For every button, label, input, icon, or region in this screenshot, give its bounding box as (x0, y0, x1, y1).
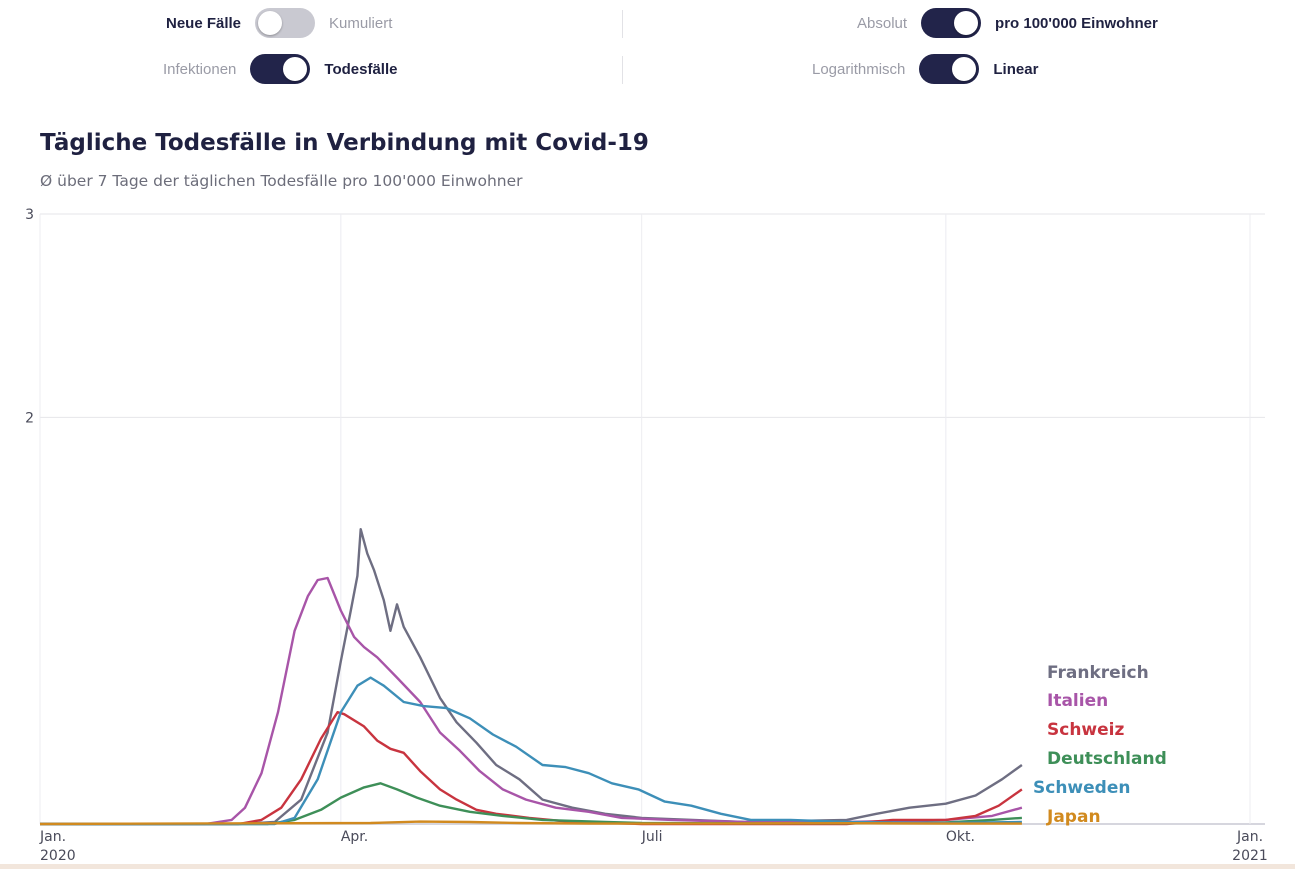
chart-subtitle: Ø über 7 Tage der täglichen Todesfälle p… (40, 172, 523, 190)
x-tick-label: Jan. (39, 829, 66, 845)
toggle-label-new-cases[interactable]: Neue Fälle (166, 14, 242, 32)
toggle-divider (622, 10, 623, 38)
toggle-label-absolute[interactable]: Absolut (857, 14, 908, 32)
switch-knob (952, 57, 977, 81)
series-label-schweden: Schweden (1033, 778, 1130, 798)
absolute-per-capita-switch[interactable] (921, 8, 982, 38)
series-label-italien: Italien (1047, 691, 1108, 711)
toggle-label-deaths[interactable]: Todesfälle (324, 60, 398, 78)
series-label-japan: Japan (1046, 807, 1101, 827)
toggle-label-per-capita[interactable]: pro 100'000 Einwohner (995, 14, 1158, 32)
x-tick-label: Apr. (341, 829, 368, 845)
series-line-schweiz (40, 711, 1023, 826)
series-line-japan (39, 820, 1022, 826)
toggle-label-log[interactable]: Logarithmisch (812, 60, 906, 78)
switch-knob (954, 11, 979, 35)
x-tick-label: Okt. (946, 829, 975, 845)
chart-series (39, 528, 1023, 826)
series-label-schweiz: Schweiz (1047, 720, 1124, 740)
log-linear-switch[interactable] (919, 54, 980, 84)
toggle-infections-vs-deaths: Infektionen Todesfälle (163, 54, 397, 84)
toggle-divider (622, 56, 623, 84)
new-cumulative-switch[interactable] (255, 8, 316, 38)
y-tick-label: 3 (25, 207, 34, 223)
footer-bar (0, 864, 1295, 869)
switch-knob (283, 57, 308, 81)
chart-labels: 2 3 Jan. 2020 Apr. Juli Okt. Jan. 2021 Frankreich… (25, 207, 1268, 864)
infections-deaths-switch[interactable] (250, 54, 311, 84)
series-line-italien (40, 576, 1023, 826)
toggle-label-linear[interactable]: Linear (993, 60, 1039, 78)
x-tick-label: Jan. (1236, 829, 1263, 845)
x-tick-year-label: 2021 (1232, 848, 1268, 864)
chart-title: Tägliche Todesfälle in Verbindung mit Co… (40, 130, 649, 156)
toggle-absolute-vs-per-capita: Absolut pro 100'000 Einwohner (857, 8, 1158, 38)
toggle-log-vs-linear: Logarithmisch Linear (812, 54, 1038, 84)
toggle-label-cumulative[interactable]: Kumuliert (329, 14, 393, 32)
toggle-new-vs-cumulative: Neue Fälle Kumuliert (166, 8, 392, 38)
series-label-deutschland: Deutschland (1047, 749, 1167, 769)
switch-knob (258, 11, 283, 35)
toggle-label-infections[interactable]: Infektionen (163, 60, 237, 78)
series-line-frankreich (40, 528, 1023, 826)
x-tick-year-label: 2020 (40, 848, 76, 864)
series-line-schweden (40, 676, 1022, 826)
x-tick-label: Juli (641, 829, 663, 845)
y-tick-label: 2 (25, 410, 34, 426)
series-label-frankreich: Frankreich (1047, 663, 1149, 683)
